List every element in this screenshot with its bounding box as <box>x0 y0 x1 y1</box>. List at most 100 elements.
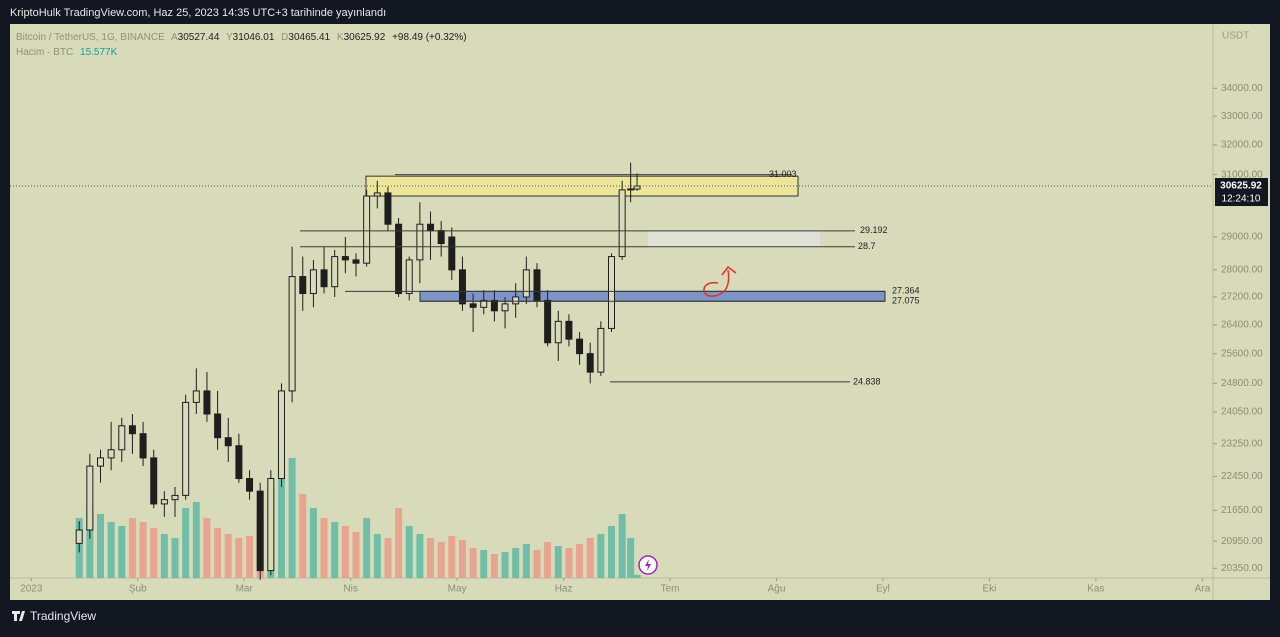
volume-bar <box>118 526 126 578</box>
x-tick-label: Haz <box>555 584 573 595</box>
volume-bar <box>633 574 641 578</box>
candle-body <box>363 195 371 264</box>
close-value: 30625.92 <box>344 32 386 43</box>
volume-bar <box>320 518 328 578</box>
volume-bar <box>224 534 232 578</box>
ohlc-letter: A <box>171 32 178 43</box>
price-badge <box>1215 178 1268 207</box>
axis-labels: 34000.00 33000.00 32000.00 31000.00 29000.00… <box>10 83 1268 595</box>
chart-area <box>10 24 1270 600</box>
volume-bar <box>469 548 477 578</box>
x-tick-label: Ağu <box>768 584 786 595</box>
volume-bar <box>203 518 211 578</box>
candles <box>75 162 641 580</box>
volume-bar <box>235 538 243 578</box>
candle-body <box>490 299 498 312</box>
legend-line: Bitcoin / TetherUS, 1G, BINANCE A30527.4… <box>16 32 467 43</box>
volume-bar <box>395 508 403 578</box>
currency: USDT <box>1222 31 1249 42</box>
x-tick-label: May <box>448 584 467 595</box>
candle-body <box>107 449 115 459</box>
candle-body <box>627 188 635 191</box>
ohlc-letter: D <box>281 32 288 43</box>
candle-body <box>437 230 445 245</box>
candle-body <box>203 390 211 415</box>
volume-bar <box>139 522 147 578</box>
candle-body <box>256 490 264 572</box>
candle-body <box>267 478 275 572</box>
volume-bar <box>309 508 317 578</box>
candle-body <box>118 425 126 451</box>
y-tick-label: 24800.00 <box>1221 378 1263 389</box>
x-tick-label: Eki <box>982 584 996 595</box>
candle-body <box>341 256 349 261</box>
y-tick-label: 32000.00 <box>1221 140 1263 151</box>
volume-bar <box>544 542 552 578</box>
y-tick-label: 22450.00 <box>1221 471 1263 482</box>
candle-body <box>522 269 530 298</box>
volume-text: 15.577K <box>80 47 118 58</box>
volume-bar <box>608 526 615 578</box>
volume-bar <box>363 518 371 578</box>
x-tick-label: Eyl <box>876 584 890 595</box>
candle-body <box>150 457 158 505</box>
candle-body <box>469 303 477 308</box>
high-value: 31046.01 <box>233 32 275 43</box>
candle-body <box>246 478 254 492</box>
volume-bar <box>373 534 381 578</box>
level-label: 24.838 <box>853 376 881 386</box>
candle-body <box>139 433 147 459</box>
volume-bar <box>277 478 285 578</box>
candle-body <box>352 259 360 264</box>
event-bolt <box>645 559 651 571</box>
bottom-bar <box>0 600 1280 632</box>
y-tick-label: 24050.00 <box>1221 407 1263 418</box>
volume-bar <box>182 508 190 578</box>
low-value: 30465.41 <box>288 32 330 43</box>
x-tick-label: Nis <box>343 584 357 595</box>
y-tick-label: 34000.00 <box>1221 83 1263 94</box>
volume-bar <box>107 522 115 578</box>
volume-bar <box>288 458 296 578</box>
candle-body <box>618 189 626 258</box>
y-tick-label: 20950.00 <box>1221 536 1263 547</box>
volume-bar <box>128 518 136 578</box>
candle-body <box>533 269 541 301</box>
candle-body <box>214 413 222 439</box>
candle-body <box>384 192 392 225</box>
volume-bar <box>586 538 594 578</box>
volume-bar <box>618 514 626 578</box>
y-tick-label: 26400.00 <box>1221 320 1263 331</box>
candle-body <box>608 256 615 329</box>
ohlc-letter: K <box>337 32 344 43</box>
y-tick-label: 31000.00 <box>1221 169 1263 180</box>
candle-body <box>224 437 232 447</box>
y-tick-label: 25600.00 <box>1221 348 1263 359</box>
volume-legend: Hacim · BTC 15.577K <box>16 47 118 58</box>
volume-bar <box>437 542 445 578</box>
candle-body <box>75 529 83 544</box>
volume-bar <box>86 508 94 578</box>
zone <box>365 175 799 197</box>
candle-body <box>416 223 424 261</box>
y-tick-label: 27200.00 <box>1221 292 1263 303</box>
candle-body <box>309 269 317 295</box>
candle-body <box>427 223 435 232</box>
volume-bar <box>214 528 222 578</box>
candle-body <box>458 269 466 305</box>
volume-bar <box>448 536 456 578</box>
level-label: 27.364 <box>892 286 920 296</box>
candle-body <box>171 494 179 501</box>
volume-bar <box>150 528 158 578</box>
volume-bar <box>512 548 520 578</box>
y-tick-label: 21650.00 <box>1221 505 1263 516</box>
volume-bar <box>480 550 488 578</box>
volume-title: Hacim · BTC <box>16 47 73 58</box>
top-bar <box>0 0 1280 24</box>
candle-body <box>235 445 243 480</box>
volume-bar <box>246 536 254 578</box>
open-value: 30527.44 <box>178 32 220 43</box>
